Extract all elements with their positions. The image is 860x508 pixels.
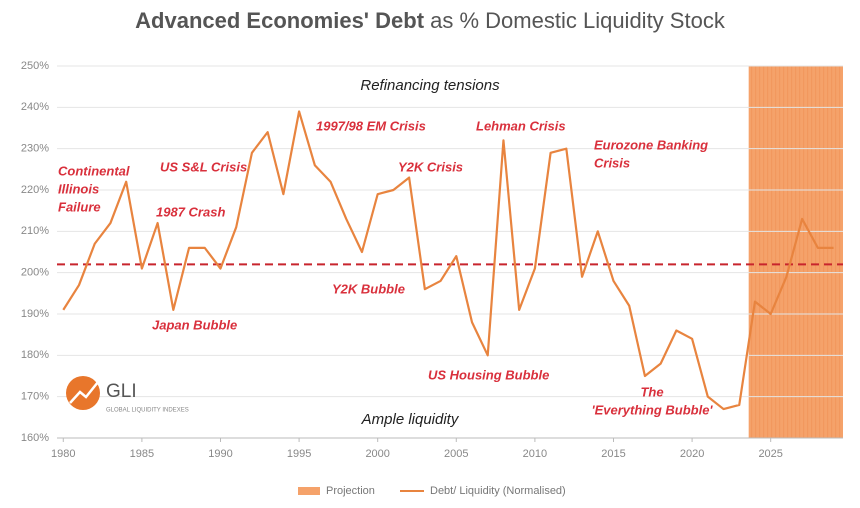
y-tick-label: 240% <box>21 101 49 113</box>
annotation: Illinois <box>58 181 99 196</box>
x-tick-label: 1985 <box>130 448 154 460</box>
annotation: US S&L Crisis <box>160 159 247 174</box>
y-tick-label: 190% <box>21 308 49 320</box>
x-tick-label: 2015 <box>601 448 625 460</box>
y-tick-label: 160% <box>21 432 49 444</box>
legend-swatch <box>298 487 320 495</box>
annotation: Continental <box>58 163 130 178</box>
annotation: Lehman Crisis <box>476 118 566 133</box>
logo-arrow <box>69 381 99 404</box>
y-tick-label: 230% <box>21 143 49 155</box>
y-tick-label: 180% <box>21 349 49 361</box>
x-tick-label: 2000 <box>365 448 389 460</box>
legend-label: Debt/ Liquidity (Normalised) <box>430 485 566 497</box>
annotation: 1997/98 EM Crisis <box>316 118 426 133</box>
x-tick-label: 1980 <box>51 448 75 460</box>
y-tick-label: 250% <box>21 60 49 72</box>
annotation: 1987 Crash <box>156 204 225 219</box>
x-tick-label: 1990 <box>208 448 232 460</box>
title-rest: as % Domestic Liquidity Stock <box>424 8 726 33</box>
annotation: Y2K Crisis <box>398 159 463 174</box>
annotation: US Housing Bubble <box>428 367 549 382</box>
annotation: Japan Bubble <box>152 317 237 332</box>
y-tick-label: 170% <box>21 391 49 403</box>
y-tick-label: 200% <box>21 267 49 279</box>
logo: GLI GLOBAL LIQUIDITY INDEXES <box>66 376 189 414</box>
annotation: Failure <box>58 199 101 214</box>
annotation: 'Everything Bubble' <box>591 402 713 417</box>
x-tick-label: 2005 <box>444 448 468 460</box>
x-tick-label: 2020 <box>680 448 704 460</box>
x-tick-label: 2025 <box>758 448 782 460</box>
annotation: Y2K Bubble <box>332 281 405 296</box>
logo-name: GLI <box>106 381 137 402</box>
x-tick-label: 1995 <box>287 448 311 460</box>
legend-label: Projection <box>326 485 375 497</box>
annotation: Crisis <box>594 155 630 170</box>
zone-label: Ample liquidity <box>361 411 460 428</box>
annotation: Eurozone Banking <box>594 137 708 152</box>
title-bold: Advanced Economies' Debt <box>135 8 425 33</box>
zone-label: Refinancing tensions <box>360 77 500 94</box>
annotation: The <box>640 384 663 399</box>
y-tick-label: 210% <box>21 225 49 237</box>
y-tick-label: 220% <box>21 184 49 196</box>
series-line <box>62 110 834 411</box>
chart-title: Advanced Economies' Debt as % Domestic L… <box>135 8 726 33</box>
logo-subtitle: GLOBAL LIQUIDITY INDEXES <box>106 408 189 414</box>
x-tick-label: 2010 <box>523 448 547 460</box>
